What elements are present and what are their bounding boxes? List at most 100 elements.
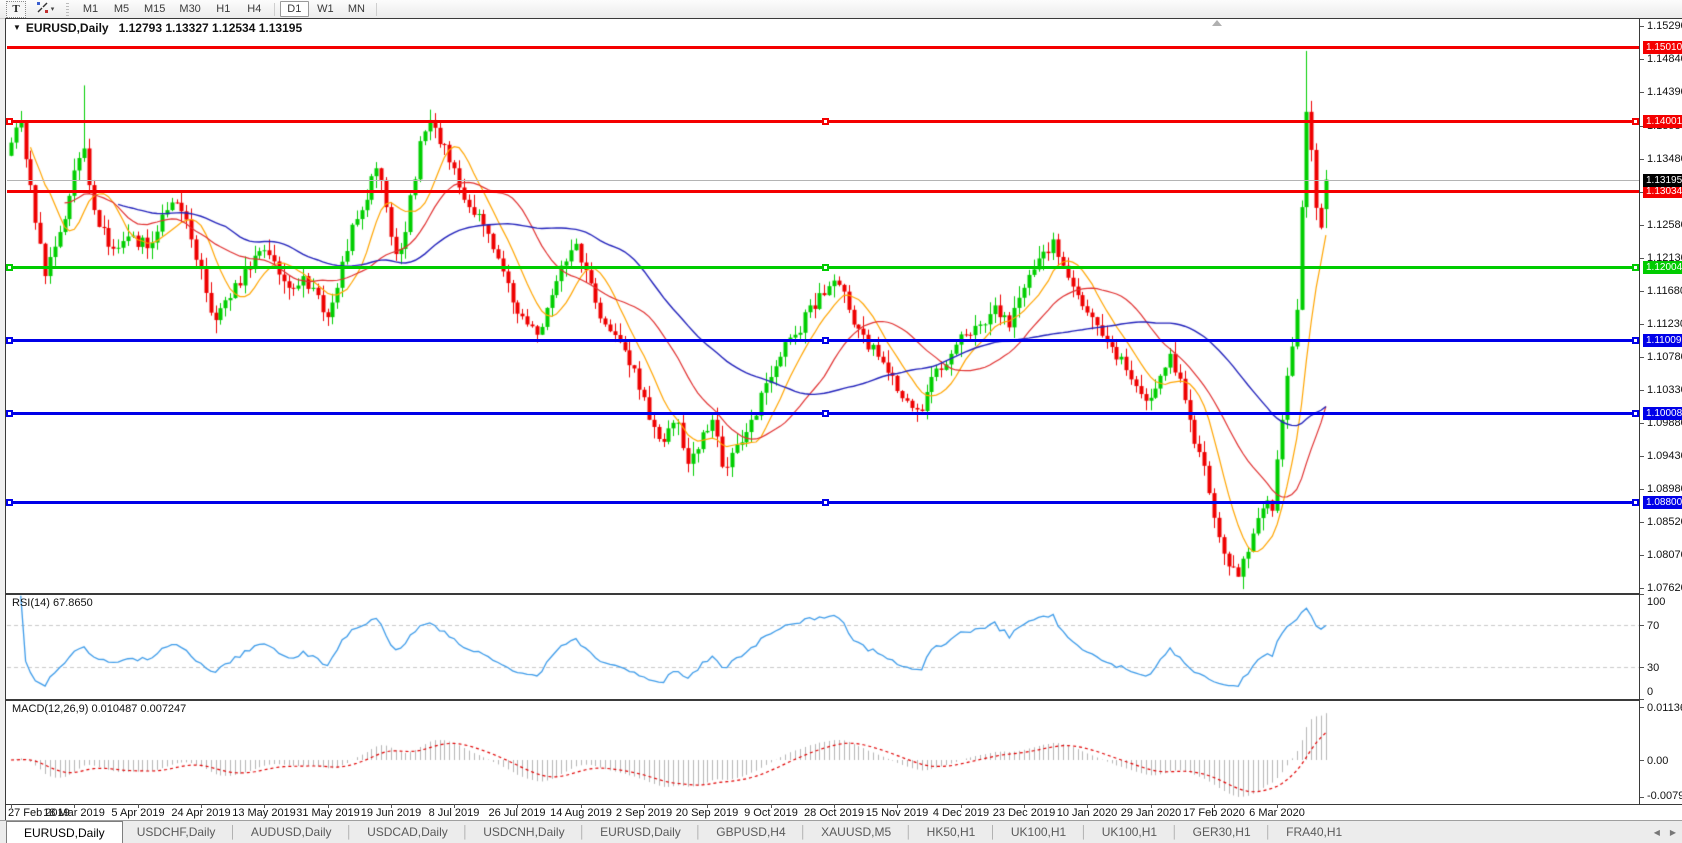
timeframe-button-d1[interactable]: D1 [279, 1, 309, 17]
toolbar-separator [375, 2, 377, 16]
tab-scroll-arrows: ◀ ▶ [1654, 821, 1676, 843]
date-tick-mark [1024, 804, 1025, 808]
date-label: 26 Jul 2019 [488, 807, 546, 819]
scroll-right-icon[interactable]: ▶ [1669, 828, 1676, 837]
time-axis[interactable]: 27 Feb 2019 18 Mar 2019 5 Apr 2019 24 Apr 2… [6, 804, 1682, 821]
timeframe-button-group: M1 M5 M15 M30 H1 H4 D1 W1 MN [75, 1, 381, 17]
chart-tab-fra40-h1[interactable]: FRA40,H1 [1286, 825, 1343, 839]
date-tick-mark [328, 804, 329, 808]
tab-separator: │ [1264, 825, 1273, 839]
chart-tab-usdcad-daily[interactable]: USDCAD,Daily [367, 825, 448, 839]
chart-shift-marker[interactable] [1212, 20, 1222, 26]
date-tick-mark [454, 804, 455, 808]
price-tick-mark [1640, 59, 1644, 60]
level-price-label: 1.10008 [1643, 407, 1682, 420]
price-tick-label: 1.11680 [1647, 285, 1682, 297]
date-label: 4 Dec 2019 [932, 807, 990, 819]
macd-tick-mark [1640, 797, 1644, 798]
timeframe-button-m30[interactable]: M30 [179, 3, 201, 15]
rsi-axis-label: 0 [1647, 686, 1654, 698]
line-selection-handle[interactable] [6, 118, 13, 125]
chart-tab-uk100-h1[interactable]: UK100,H1 [1010, 825, 1067, 839]
pane-separator-macd[interactable] [6, 699, 1640, 701]
line-selection-handle[interactable] [1632, 410, 1639, 417]
line-selection-handle[interactable] [822, 118, 829, 125]
scroll-left-icon[interactable]: ◀ [1653, 828, 1660, 837]
timeframe-button-h4[interactable]: H4 [247, 3, 262, 15]
line-selection-handle[interactable] [1632, 264, 1639, 271]
line-selection-handle[interactable] [6, 264, 13, 271]
support-resistance-line-1.13034[interactable] [7, 190, 1639, 193]
price-tick-mark [1640, 390, 1644, 391]
chart-dropdown-icon[interactable]: ▼ [13, 23, 21, 32]
line-selection-handle[interactable] [822, 264, 829, 271]
price-tick-label: 1.08070 [1647, 549, 1682, 561]
price-tick-label: 1.08520 [1647, 516, 1682, 528]
line-selection-handle[interactable] [822, 410, 829, 417]
line-selection-handle[interactable] [6, 410, 13, 417]
date-tick-mark [1087, 804, 1088, 808]
price-tick-mark [1640, 225, 1644, 226]
toolbar-grip [66, 2, 69, 16]
price-tick-label: 1.15290 [1647, 20, 1682, 32]
timeframe-button-m1[interactable]: M1 [82, 3, 99, 15]
chart-tab-gbpusd-h4[interactable]: GBPUSD,H4 [716, 825, 786, 839]
chart-symbol-period: EURUSD,Daily [25, 20, 109, 35]
tab-separator: │ [1171, 825, 1179, 839]
date-tick-mark [391, 804, 392, 808]
line-selection-handle[interactable] [822, 337, 829, 344]
chart-tab-hk50-h1[interactable]: HK50,H1 [926, 825, 976, 839]
line-selection-handle[interactable] [1632, 118, 1639, 125]
level-price-label: 1.12004 [1643, 261, 1682, 274]
current-price-line [7, 180, 1639, 181]
tab-separator: │ [461, 825, 470, 839]
date-label: 17 Feb 2020 [1183, 807, 1245, 819]
text-label-tool-button[interactable]: T [6, 0, 26, 18]
chart-tab-bar: EURUSD,Daily USDCHF,Daily │ AUDUSD,Daily │ US… [0, 820, 1682, 843]
date-label: 31 May 2019 [296, 807, 360, 819]
date-label: 5 Apr 2019 [111, 807, 165, 819]
rsi-tick-mark [1640, 594, 1644, 595]
level-price-label: 1.14001 [1643, 115, 1682, 128]
price-tick-mark [1640, 423, 1644, 424]
date-label: 27 Feb 2019 [8, 807, 70, 819]
rsi-axis-label: 100 [1647, 596, 1666, 608]
support-resistance-line-1.15010[interactable] [7, 46, 1639, 49]
chart-tab-eurusd-daily[interactable]: EURUSD,Daily [6, 821, 123, 843]
date-tick-mark [581, 804, 582, 808]
chart-tab-eurusd-daily[interactable]: EURUSD,Daily [600, 825, 681, 839]
date-tick-mark [517, 804, 518, 808]
timeframe-button-m5[interactable]: M5 [113, 3, 130, 15]
timeframe-button-w1[interactable]: W1 [317, 3, 334, 15]
price-tick-mark [1640, 291, 1644, 292]
timeframe-button-m15[interactable]: M15 [144, 3, 166, 15]
date-tick-mark [1151, 804, 1152, 808]
macd-tick-mark [1640, 760, 1644, 761]
price-tick-mark [1640, 26, 1644, 27]
line-selection-handle[interactable] [1632, 499, 1639, 506]
line-selection-handle[interactable] [822, 499, 829, 506]
date-label: 10 Jan 2020 [1056, 807, 1118, 819]
rsi-tick-mark [1640, 667, 1644, 668]
price-tick-label: 1.14840 [1647, 53, 1682, 65]
tab-separator: │ [989, 825, 997, 839]
chart-tab-xauusd-m5[interactable]: XAUUSD,M5 [821, 825, 892, 839]
chart-tab-audusd-daily[interactable]: AUDUSD,Daily [250, 825, 332, 839]
timeframe-button-h1[interactable]: H1 [216, 3, 231, 15]
macd-tick-mark [1640, 707, 1644, 708]
chart-tab-usdcnh-daily[interactable]: USDCNH,Daily [483, 825, 565, 839]
chart-tab-ger30-h1[interactable]: GER30,H1 [1192, 825, 1251, 839]
tab-separator: │ [229, 825, 237, 839]
level-price-label: 1.13034 [1643, 185, 1682, 198]
date-tick-mark [264, 804, 265, 808]
pane-separator-rsi[interactable] [6, 593, 1640, 595]
price-axis[interactable]: 1.152901.148401.143901.139301.134801.130… [1639, 19, 1682, 804]
date-label: 24 Apr 2019 [171, 807, 231, 819]
line-selection-handle[interactable] [6, 499, 13, 506]
chart-tab-uk100-h1[interactable]: UK100,H1 [1101, 825, 1158, 839]
line-selection-handle[interactable] [1632, 337, 1639, 344]
timeframe-button-mn[interactable]: MN [347, 3, 365, 15]
line-selection-handle[interactable] [6, 337, 13, 344]
chart-tab-usdchf-daily[interactable]: USDCHF,Daily [136, 825, 216, 839]
pointer-tools-button[interactable]: ▾ [32, 2, 58, 17]
